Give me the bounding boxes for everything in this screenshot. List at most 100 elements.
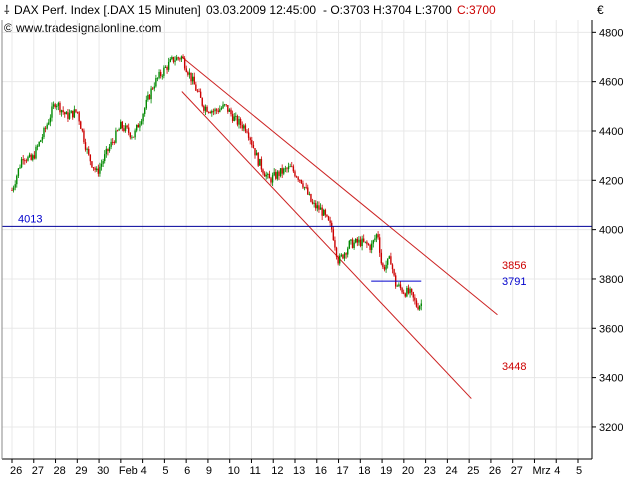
source-label: www.tradesignalonline.com — [15, 21, 161, 35]
candle-body — [83, 130, 85, 143]
candle-body — [147, 94, 149, 100]
candle-body — [238, 119, 240, 125]
candle-body — [260, 158, 263, 170]
candle-body — [20, 159, 23, 168]
candle-body — [340, 254, 343, 256]
candle — [115, 127, 117, 144]
candle-body — [32, 155, 34, 160]
candle-body — [54, 104, 56, 108]
candle — [265, 171, 267, 180]
candle — [386, 258, 389, 269]
candle-body — [241, 124, 243, 129]
candle — [113, 140, 116, 145]
x-tick-label: 23 — [424, 465, 436, 477]
candle — [151, 86, 154, 90]
candle-body — [43, 128, 45, 138]
candle — [32, 153, 34, 162]
candle-body — [19, 167, 21, 169]
candle — [198, 88, 200, 93]
candle — [271, 172, 274, 186]
candle — [75, 109, 77, 114]
x-tick-label: Mrz — [532, 465, 550, 477]
candle-body — [243, 125, 245, 129]
candle — [367, 242, 370, 246]
candle-body — [287, 166, 290, 170]
candle — [171, 55, 173, 61]
candle — [195, 81, 197, 91]
x-tick-label: 6 — [184, 465, 190, 477]
candle-body — [36, 145, 39, 147]
candle — [343, 252, 346, 262]
candle-body — [81, 128, 84, 131]
candle — [297, 175, 299, 182]
candle-body — [390, 256, 392, 265]
candle-body — [374, 238, 376, 241]
candle — [44, 126, 47, 133]
candle-body — [367, 244, 370, 245]
candle — [361, 235, 363, 251]
candle-body — [355, 238, 357, 243]
candle-body — [265, 174, 267, 177]
candle — [255, 149, 258, 156]
candle-body — [418, 306, 421, 310]
candle-body — [299, 179, 301, 181]
candle — [396, 284, 398, 287]
candle-body — [359, 239, 362, 247]
candle-body — [251, 140, 253, 145]
candle-body — [407, 287, 410, 294]
candle — [294, 169, 296, 178]
candle-body — [115, 130, 117, 143]
candle — [161, 74, 163, 80]
grid — [2, 20, 592, 459]
candle-body — [412, 292, 414, 298]
candle — [332, 226, 335, 241]
x-tick-label: 29 — [75, 465, 87, 477]
candle-body — [303, 187, 306, 188]
candle — [215, 108, 218, 115]
candle-body — [159, 71, 162, 76]
candle — [185, 65, 187, 73]
candle-body — [337, 256, 339, 264]
candle — [310, 193, 312, 203]
x-tick-label: 26 — [489, 465, 501, 477]
x-tick-label: 11 — [249, 465, 260, 477]
candle-body — [364, 241, 367, 243]
candle-body — [76, 111, 79, 113]
candle-body — [329, 220, 331, 223]
copyright-icon: © — [4, 21, 13, 35]
candle-body — [112, 141, 114, 143]
candle-body — [198, 91, 200, 92]
candle — [80, 120, 82, 129]
candle-body — [179, 58, 181, 60]
candle — [188, 68, 191, 79]
candle — [116, 129, 119, 132]
candle-body — [195, 84, 197, 91]
candle-body — [311, 201, 314, 204]
candle — [207, 111, 210, 114]
candle — [375, 233, 378, 243]
candle-body — [28, 154, 31, 157]
x-tick-label: 16 — [315, 465, 327, 477]
candle — [414, 294, 416, 305]
candle — [260, 156, 263, 173]
candle-body — [377, 234, 379, 238]
candle-body — [17, 168, 20, 176]
x-tick-label: 4 — [554, 465, 560, 477]
candle — [307, 184, 309, 196]
candle-body — [175, 57, 178, 61]
candle — [36, 144, 39, 151]
candle — [211, 109, 213, 117]
candle-body — [278, 171, 280, 176]
candle — [358, 236, 360, 246]
candle — [169, 57, 171, 63]
candle-body — [49, 117, 52, 123]
candle-body — [398, 284, 400, 286]
candle — [401, 286, 403, 295]
candle-body — [289, 166, 291, 168]
candle — [27, 155, 29, 162]
x-tick-label: 26 — [10, 465, 22, 477]
candle-body — [348, 240, 351, 249]
candle — [19, 164, 21, 170]
candle-body — [402, 292, 405, 294]
candle-body — [371, 243, 373, 250]
